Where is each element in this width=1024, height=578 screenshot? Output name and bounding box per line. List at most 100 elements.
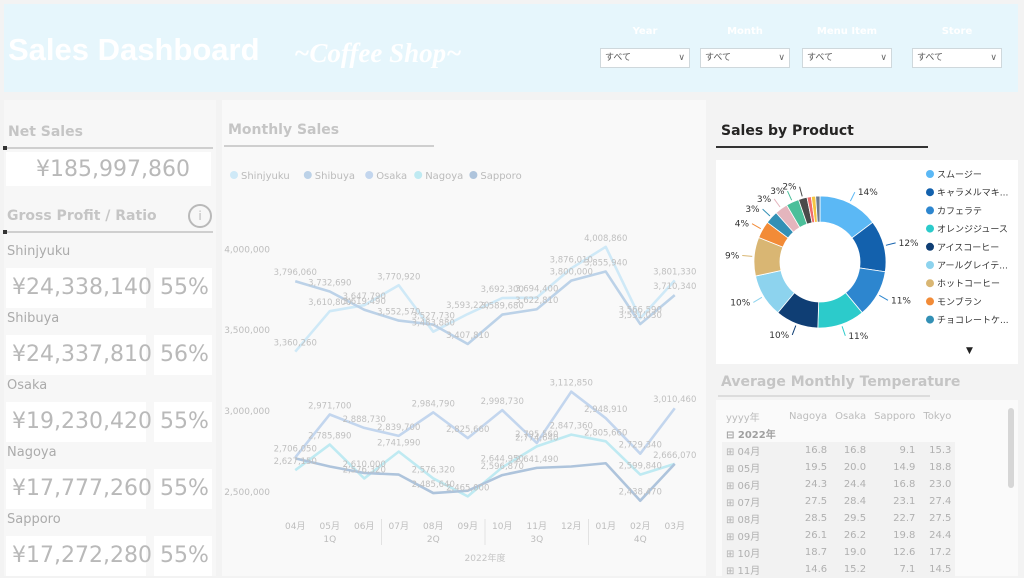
collapse-icon[interactable]: ⊟ — [726, 430, 735, 441]
column-header[interactable]: yyyy年 — [726, 413, 760, 424]
net-sales-divider — [4, 147, 213, 149]
net-sales-title: Net Sales — [8, 124, 83, 140]
table-row[interactable]: ⊞ 06月 24.3 24.4 16.8 23.0 — [722, 476, 956, 493]
column-header[interactable]: Tokyo — [923, 411, 952, 422]
net-sales-value: ¥185,997,860 — [36, 157, 190, 182]
y-tick-label: 3,000,000 — [224, 407, 270, 417]
store-profit-value: ¥19,230,420 — [12, 409, 152, 434]
slice-leader-line — [791, 325, 797, 336]
data-label: 3,855,940 — [584, 259, 627, 269]
slicer-month-label: Month — [727, 26, 763, 37]
data-label: 3,622,810 — [515, 296, 558, 306]
table-scrollbar[interactable] — [1008, 408, 1014, 488]
data-label: 2,599,840 — [619, 462, 662, 472]
nagoya-cell: 16.8 — [785, 442, 832, 459]
month-cell: ⊞ 10月 — [722, 544, 785, 561]
store-ratio-value: 55% — [160, 275, 209, 300]
slice-label: 10% — [769, 331, 789, 341]
data-label: 2,438,470 — [619, 488, 662, 498]
table-row[interactable]: ⊞ 10月 18.7 19.0 12.6 17.2 — [722, 544, 956, 561]
data-label: 3,360,260 — [274, 339, 317, 349]
monthly-sales-divider — [224, 145, 434, 147]
table-row[interactable]: ⊞ 09月 26.1 26.2 19.8 24.4 — [722, 527, 956, 544]
data-label: 2,785,890 — [308, 432, 351, 442]
data-label: 3,619,490 — [343, 297, 386, 307]
slice-label: 10% — [730, 298, 750, 308]
data-label: 2,984,790 — [412, 399, 455, 409]
table-row[interactable]: ⊞ 08月 28.5 29.5 22.7 27.5 — [722, 510, 956, 527]
data-label: 3,483,880 — [412, 319, 455, 329]
data-label: 3,647,790 — [343, 292, 386, 302]
slicer-menu-item[interactable]: Menu Item すべて ∨ — [802, 26, 892, 68]
data-label: 2,576,320 — [412, 465, 455, 475]
slice-label: 12% — [899, 239, 919, 249]
slicer-month-dropdown[interactable]: すべて ∨ — [700, 48, 790, 68]
chevron-down-icon: ∨ — [990, 53, 997, 63]
gross-profit-title: Gross Profit / Ratio — [7, 208, 157, 224]
nagoya-cell: 14.6 — [785, 561, 832, 578]
data-label: 2,825,660 — [446, 425, 489, 435]
table-row[interactable]: ⊟ 2022年 — [722, 425, 955, 442]
data-label: 3,876,010 — [550, 255, 593, 265]
table-row[interactable]: ⊞ 11月 14.6 15.2 7.1 14.5 — [722, 561, 956, 578]
osaka-cell: 19.0 — [831, 544, 871, 561]
data-label: 3,710,340 — [653, 282, 696, 292]
month-cell: ⊞ 06月 — [722, 476, 785, 493]
month-cell: ⊞ 05月 — [722, 459, 785, 476]
osaka-cell: 16.8 — [831, 442, 871, 459]
column-header[interactable]: Nagoya — [789, 411, 828, 422]
slice-leader-line — [762, 208, 771, 217]
header-banner: Sales Dashboard ~Coffee Shop~ Year すべて ∨ … — [4, 4, 1018, 92]
data-label: 3,531,030 — [619, 311, 662, 321]
slicer-store-dropdown[interactable]: すべて ∨ — [912, 48, 1002, 68]
data-label: 3,801,330 — [653, 267, 696, 277]
store-name: Osaka — [7, 378, 48, 393]
data-label: 2,774,640 — [515, 433, 558, 443]
data-label: 4,008,860 — [584, 234, 627, 244]
chevron-down-icon: ∨ — [778, 53, 785, 63]
legend-label: アイスコーヒー — [937, 242, 999, 253]
table-row[interactable]: ⊞ 07月 27.5 28.4 23.1 27.4 — [722, 493, 956, 510]
store-ratio-card — [154, 402, 212, 442]
data-label: 3,566,590 — [619, 305, 662, 315]
table-row[interactable]: ⊞ 04月 16.8 16.8 9.1 15.3 — [722, 442, 956, 459]
table-row[interactable]: ⊞ 05月 19.5 20.0 14.9 18.8 — [722, 459, 956, 476]
slicer-store[interactable]: Store すべて ∨ — [912, 26, 1002, 68]
x-tick-label: 06月 — [354, 521, 374, 532]
sapporo-cell: 14.9 — [870, 459, 920, 476]
sapporo-cell: 16.8 — [870, 476, 920, 493]
legend-marker — [365, 171, 374, 179]
nagoya-cell: 24.3 — [785, 476, 832, 493]
year-cell[interactable]: ⊟ 2022年 — [722, 425, 785, 442]
data-label: 2,729,340 — [619, 441, 662, 451]
store-ratio-value: 55% — [160, 476, 209, 501]
column-header[interactable]: Sapporo — [874, 411, 916, 422]
temperature-divider — [718, 395, 930, 397]
table-header-row: yyyy年 Nagoya Osaka Sapporo Tokyo — [722, 408, 955, 425]
slice-leader-line — [742, 255, 753, 257]
slicer-month[interactable]: Month すべて ∨ — [700, 26, 790, 68]
slice-label: 3% — [745, 205, 760, 215]
y-tick-label: 3,500,000 — [224, 326, 270, 336]
data-label: 2,741,990 — [377, 439, 420, 449]
temperature-title: Average Monthly Temperature — [721, 374, 961, 390]
x-tick-label: 05月 — [320, 521, 340, 532]
tokyo-cell: 15.3 — [919, 442, 956, 459]
info-icon[interactable]: i — [188, 204, 212, 228]
legend-marker — [926, 242, 934, 251]
column-header[interactable]: Osaka — [835, 411, 867, 422]
slicer-year-dropdown[interactable]: すべて ∨ — [600, 48, 690, 68]
store-profit-card — [6, 268, 146, 308]
store-ratio-card — [154, 536, 212, 576]
legend-more-icon[interactable]: ▼ — [966, 346, 973, 356]
slicer-year-value: すべて — [605, 53, 632, 63]
slicer-month-value: すべて — [705, 53, 732, 63]
monthly-sales-title: Monthly Sales — [228, 122, 340, 138]
x-tick-label: 08月 — [423, 521, 443, 532]
slice-leader-line — [849, 191, 856, 202]
dashboard-subtitle: ~Coffee Shop~ — [294, 38, 462, 68]
slicer-menu-item-dropdown[interactable]: すべて ∨ — [802, 48, 892, 68]
data-label: 3,112,850 — [550, 379, 593, 389]
slicer-year[interactable]: Year すべて ∨ — [600, 26, 690, 68]
nagoya-cell: 26.1 — [785, 527, 832, 544]
